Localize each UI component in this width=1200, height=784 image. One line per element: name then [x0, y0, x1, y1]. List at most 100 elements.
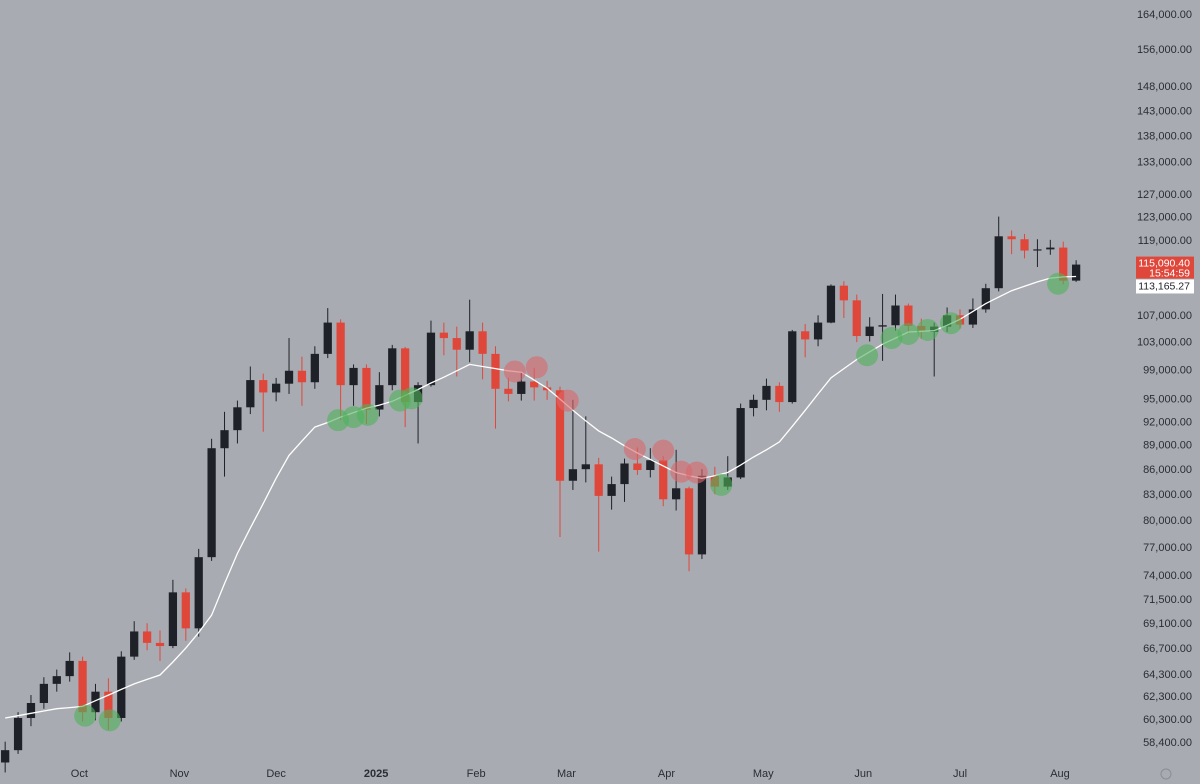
candle-body [439, 332, 448, 339]
x-tick-label: Apr [658, 768, 675, 780]
candle-body [1072, 264, 1081, 281]
x-tick-label: Jul [953, 768, 967, 780]
candle-body [142, 631, 152, 643]
y-tick-label: 127,000.00 [1137, 189, 1192, 201]
candle-body [155, 642, 165, 647]
candle-body [349, 367, 358, 386]
candle-body [994, 236, 1003, 289]
candle-body [491, 353, 500, 389]
plot-area [1, 216, 1081, 773]
touch-marker [916, 318, 939, 341]
candle-body [865, 326, 874, 337]
touch-marker [1047, 272, 1070, 295]
candle-body [297, 370, 307, 383]
x-tick-label: Oct [71, 768, 88, 780]
candle-body [426, 332, 436, 386]
countdown: 15:54:59 [1149, 267, 1190, 279]
x-tick-label: Feb [467, 768, 486, 780]
y-tick-label: 60,300.00 [1143, 714, 1192, 726]
candle-body [310, 353, 319, 383]
y-tick-label: 71,500.00 [1143, 594, 1192, 606]
candle-body [504, 388, 513, 394]
ma-tag [1136, 279, 1194, 294]
candle-body [181, 592, 190, 629]
y-tick-label: 86,000.00 [1143, 464, 1192, 476]
candle-body [968, 309, 978, 325]
y-tick-label: 95,000.00 [1143, 394, 1192, 406]
y-tick-label: 64,300.00 [1143, 669, 1192, 681]
candle-body [555, 390, 565, 481]
candle-body [194, 557, 203, 629]
y-tick-label: 69,100.00 [1143, 618, 1192, 630]
candle-body [323, 322, 332, 354]
candle-body [362, 367, 371, 410]
candle-body [220, 430, 229, 449]
candle-body [39, 683, 48, 703]
y-tick-label: 148,000.00 [1137, 81, 1192, 93]
touch-marker [74, 704, 97, 727]
y-tick-label: 89,000.00 [1143, 440, 1192, 452]
candle-body [1046, 247, 1055, 250]
y-tick-label: 143,000.00 [1137, 105, 1192, 117]
price-tag [1136, 256, 1194, 279]
candle-body [788, 331, 797, 403]
y-tick-label: 80,000.00 [1143, 515, 1192, 527]
candle-body [633, 463, 642, 471]
candle-body [607, 484, 616, 496]
y-tick-label: 92,000.00 [1143, 416, 1192, 428]
candle-body [284, 370, 294, 384]
touch-marker [710, 473, 733, 496]
ma-tag-label: 113,165.27 [1138, 280, 1190, 292]
candle-body [530, 381, 539, 388]
candle-body [1007, 236, 1016, 240]
candle-body [465, 331, 474, 350]
x-tick-label: Dec [266, 768, 286, 780]
candle-body [697, 475, 707, 555]
candle-body [452, 338, 461, 350]
candle-body [813, 322, 823, 340]
y-tick-label: 133,000.00 [1137, 157, 1192, 169]
touch-marker [525, 356, 548, 379]
touch-marker [939, 312, 962, 335]
touch-marker [400, 387, 423, 410]
axes: 164,000.00 156,000.00 148,000.00 143,000.00… [71, 9, 1192, 780]
candle-body [736, 408, 745, 478]
settings-icon[interactable] [1160, 768, 1172, 780]
price-tag-label: 115,090.40 [1138, 257, 1190, 269]
candle-body [388, 348, 397, 386]
candle-body [26, 702, 36, 718]
candle-body [762, 385, 771, 400]
candle-body [401, 348, 410, 403]
touch-marker [897, 322, 920, 345]
y-tick-label: 123,000.00 [1137, 212, 1192, 224]
candle-body [826, 285, 836, 323]
candle-body [104, 691, 113, 718]
candle-body [375, 385, 384, 410]
candle-body [801, 331, 810, 340]
y-tick-label: 107,000.00 [1137, 310, 1192, 322]
candle-body [272, 383, 281, 393]
candle-body [904, 305, 913, 326]
touch-marker [556, 389, 579, 412]
candle-body [581, 464, 590, 470]
candle-body [1059, 247, 1068, 281]
candle-body [852, 300, 861, 337]
candle-body [207, 448, 216, 558]
y-tick-label: 156,000.00 [1137, 44, 1192, 56]
y-tick-label: 138,000.00 [1137, 130, 1192, 142]
y-tick-label: 66,700.00 [1143, 643, 1192, 655]
candle-body [168, 592, 178, 647]
candle-body [233, 407, 242, 431]
candle-body [259, 380, 268, 393]
y-tick-label: 83,000.00 [1143, 489, 1192, 501]
x-tick-label: Mar [557, 768, 576, 780]
y-tick-label: 119,000.00 [1138, 235, 1192, 247]
candle-body [78, 660, 87, 713]
candle-body [646, 460, 655, 471]
candle-body [517, 381, 526, 394]
candle-body [130, 631, 139, 657]
candle-body [336, 322, 345, 386]
